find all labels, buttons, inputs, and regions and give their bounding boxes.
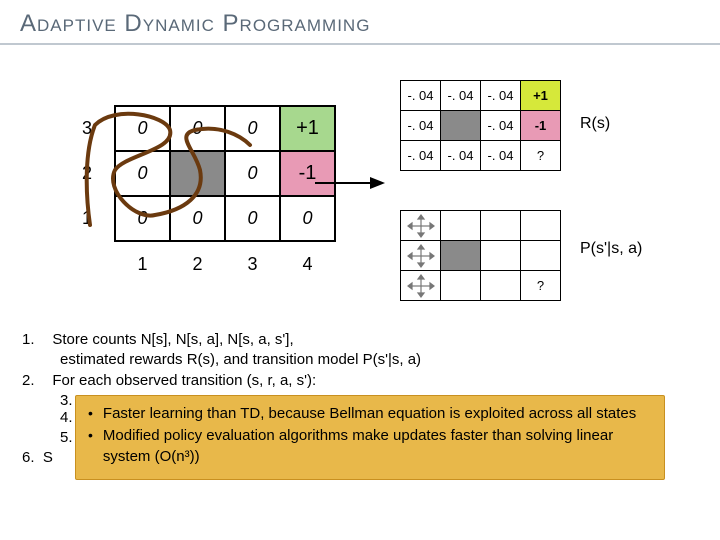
p-2-1: [401, 241, 441, 271]
p-3-3: [481, 211, 521, 241]
r-3-1: -. 04: [401, 81, 441, 111]
col-label-4: 4: [280, 241, 335, 286]
bullet-icon: •: [88, 404, 93, 424]
r-1-4: ?: [521, 141, 561, 171]
hl-bullet-2: Modified policy evaluation algorithms ma…: [103, 426, 652, 467]
r-2-1: -. 04: [401, 111, 441, 141]
cell-2-1: 0: [115, 151, 170, 196]
content: 3 0 0 0 +1 2 0 0 -1 1 0 0 0 0: [0, 45, 720, 535]
cell-2-3: 0: [225, 151, 280, 196]
col-label-3: 3: [225, 241, 280, 286]
cell-1-4: 0: [280, 196, 335, 241]
p-2-2-wall: [441, 241, 481, 271]
col-label-2: 2: [170, 241, 225, 286]
line-2: For each observed transition (s, r, a, s…: [52, 372, 316, 389]
cell-3-3: 0: [225, 106, 280, 151]
line-1b: estimated rewards R(s), and transition m…: [60, 351, 421, 368]
p-1-4: ?: [521, 271, 561, 301]
cell-1-3: 0: [225, 196, 280, 241]
p-1-1: [401, 271, 441, 301]
transition-grid: ?: [400, 210, 561, 301]
col-label-1: 1: [115, 241, 170, 286]
hl-bullet-1: Faster learning than TD, because Bellman…: [103, 404, 636, 424]
cell-3-1: 0: [115, 106, 170, 151]
row-label-3: 3: [60, 106, 115, 151]
r-label: R(s): [580, 115, 610, 133]
partial-5: 5.: [22, 429, 73, 446]
num-2: 2.: [22, 371, 44, 391]
r-3-3: -. 04: [481, 81, 521, 111]
partial-6: 6. S: [22, 449, 53, 466]
highlight-box: • Faster learning than TD, because Bellm…: [75, 395, 665, 480]
p-2-3: [481, 241, 521, 271]
row-label-2: 2: [60, 151, 115, 196]
r-2-4: -1: [521, 111, 561, 141]
p-1-2: [441, 271, 481, 301]
left-grid: 3 0 0 0 +1 2 0 0 -1 1 0 0 0 0: [60, 105, 336, 286]
p-3-2: [441, 211, 481, 241]
partial-4: 4.: [22, 409, 73, 426]
cell-3-4-goal: +1: [280, 106, 335, 151]
cell-2-2-wall: [170, 151, 225, 196]
r-2-3: -. 04: [481, 111, 521, 141]
row-label-1: 1: [60, 196, 115, 241]
r-2-2-wall: [441, 111, 481, 141]
bullet-icon: •: [88, 426, 93, 467]
cell-1-2: 0: [170, 196, 225, 241]
r-1-2: -. 04: [441, 141, 481, 171]
line-1a: Store counts N[s], N[s, a], N[s, a, s'],: [52, 331, 293, 348]
p-3-1: [401, 211, 441, 241]
p-label: P(s'|s, a): [580, 240, 642, 258]
r-3-2: -. 04: [441, 81, 481, 111]
p-2-4: [521, 241, 561, 271]
reward-grid: -. 04 -. 04 -. 04 +1 -. 04 -. 04 -1 -. 0…: [400, 80, 561, 171]
arrow-icon: [315, 173, 385, 193]
r-3-4: +1: [521, 81, 561, 111]
page-title: Adaptive Dynamic Programming: [20, 10, 700, 38]
num-1: 1.: [22, 330, 44, 350]
cell-3-2: 0: [170, 106, 225, 151]
p-3-4: [521, 211, 561, 241]
r-1-3: -. 04: [481, 141, 521, 171]
p-1-3: [481, 271, 521, 301]
cell-1-1: 0: [115, 196, 170, 241]
r-1-1: -. 04: [401, 141, 441, 171]
